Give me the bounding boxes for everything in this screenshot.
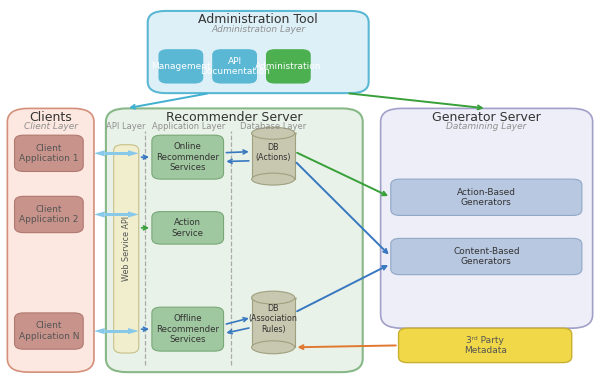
Polygon shape <box>94 150 105 156</box>
FancyBboxPatch shape <box>152 307 224 351</box>
Text: Offline
Recommender
Services: Offline Recommender Services <box>156 314 219 344</box>
FancyBboxPatch shape <box>380 109 593 328</box>
Text: Client
Application 1: Client Application 1 <box>19 144 79 163</box>
Text: DB
(Actions): DB (Actions) <box>256 143 291 162</box>
FancyBboxPatch shape <box>14 196 83 233</box>
Text: Client
Application 2: Client Application 2 <box>19 205 79 224</box>
Polygon shape <box>128 328 139 334</box>
Polygon shape <box>94 211 105 218</box>
Polygon shape <box>94 328 105 334</box>
Text: Generator Server: Generator Server <box>432 111 541 124</box>
FancyBboxPatch shape <box>14 135 83 171</box>
FancyBboxPatch shape <box>14 313 83 349</box>
Ellipse shape <box>251 341 295 354</box>
Text: Administration Tool: Administration Tool <box>199 13 318 26</box>
Text: Administration: Administration <box>255 62 322 71</box>
FancyBboxPatch shape <box>391 238 582 275</box>
Text: Client
Application N: Client Application N <box>19 321 79 341</box>
Ellipse shape <box>251 127 295 139</box>
FancyBboxPatch shape <box>266 49 311 84</box>
FancyBboxPatch shape <box>251 298 295 347</box>
Text: Web Service API: Web Service API <box>122 216 131 281</box>
Polygon shape <box>128 211 139 218</box>
FancyBboxPatch shape <box>105 213 128 216</box>
Text: Application Layer: Application Layer <box>152 122 225 131</box>
FancyBboxPatch shape <box>251 133 295 179</box>
FancyBboxPatch shape <box>398 328 572 363</box>
FancyBboxPatch shape <box>106 109 363 372</box>
FancyBboxPatch shape <box>7 109 94 372</box>
Polygon shape <box>128 150 139 156</box>
Text: Client Layer: Client Layer <box>23 122 77 131</box>
FancyBboxPatch shape <box>148 11 368 93</box>
Text: API
Documentation: API Documentation <box>200 57 269 76</box>
Text: DB
(Association
Rules): DB (Association Rules) <box>248 304 298 333</box>
Text: Action-Based
Generators: Action-Based Generators <box>457 187 516 207</box>
FancyBboxPatch shape <box>158 49 203 84</box>
Text: Clients: Clients <box>29 111 72 124</box>
FancyBboxPatch shape <box>105 330 128 333</box>
FancyBboxPatch shape <box>152 212 224 244</box>
Text: 3ʳᵈ Party
Metadata: 3ʳᵈ Party Metadata <box>464 336 506 355</box>
FancyBboxPatch shape <box>391 179 582 216</box>
Text: Administration Layer: Administration Layer <box>211 25 305 34</box>
Text: API Layer: API Layer <box>106 122 146 131</box>
Ellipse shape <box>251 173 295 185</box>
Text: Management: Management <box>151 62 211 71</box>
Ellipse shape <box>251 291 295 304</box>
Text: Action
Service: Action Service <box>172 218 204 238</box>
Text: Datamining Layer: Datamining Layer <box>446 122 527 131</box>
FancyBboxPatch shape <box>105 152 128 155</box>
FancyBboxPatch shape <box>212 49 257 84</box>
FancyBboxPatch shape <box>152 135 224 179</box>
Text: Online
Recommender
Services: Online Recommender Services <box>156 142 219 172</box>
FancyBboxPatch shape <box>113 145 139 353</box>
Text: Content-Based
Generators: Content-Based Generators <box>453 247 520 266</box>
Text: Recommender Server: Recommender Server <box>166 111 302 124</box>
Text: Database Layer: Database Layer <box>240 122 306 131</box>
